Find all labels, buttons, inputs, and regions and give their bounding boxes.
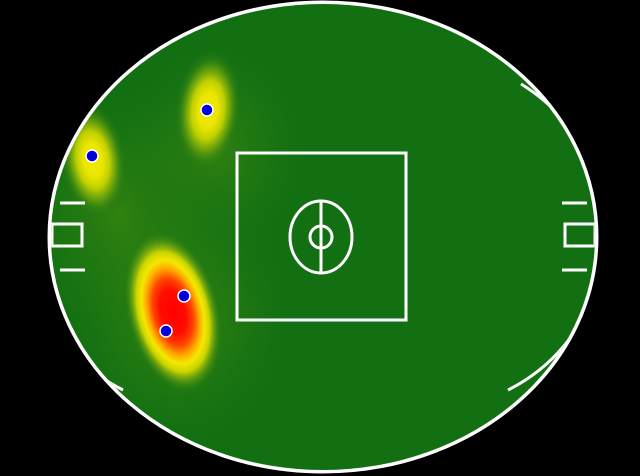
hotspot-high-forward-pocket <box>122 228 224 396</box>
goal-square-right <box>563 222 595 248</box>
event-markers-layer <box>85 103 214 338</box>
event-marker[interactable] <box>177 289 191 303</box>
event-marker[interactable] <box>159 324 173 338</box>
event-marker[interactable] <box>200 103 214 117</box>
event-marker[interactable] <box>85 149 99 163</box>
centre-square <box>235 151 408 322</box>
goal-square-left <box>51 222 84 248</box>
